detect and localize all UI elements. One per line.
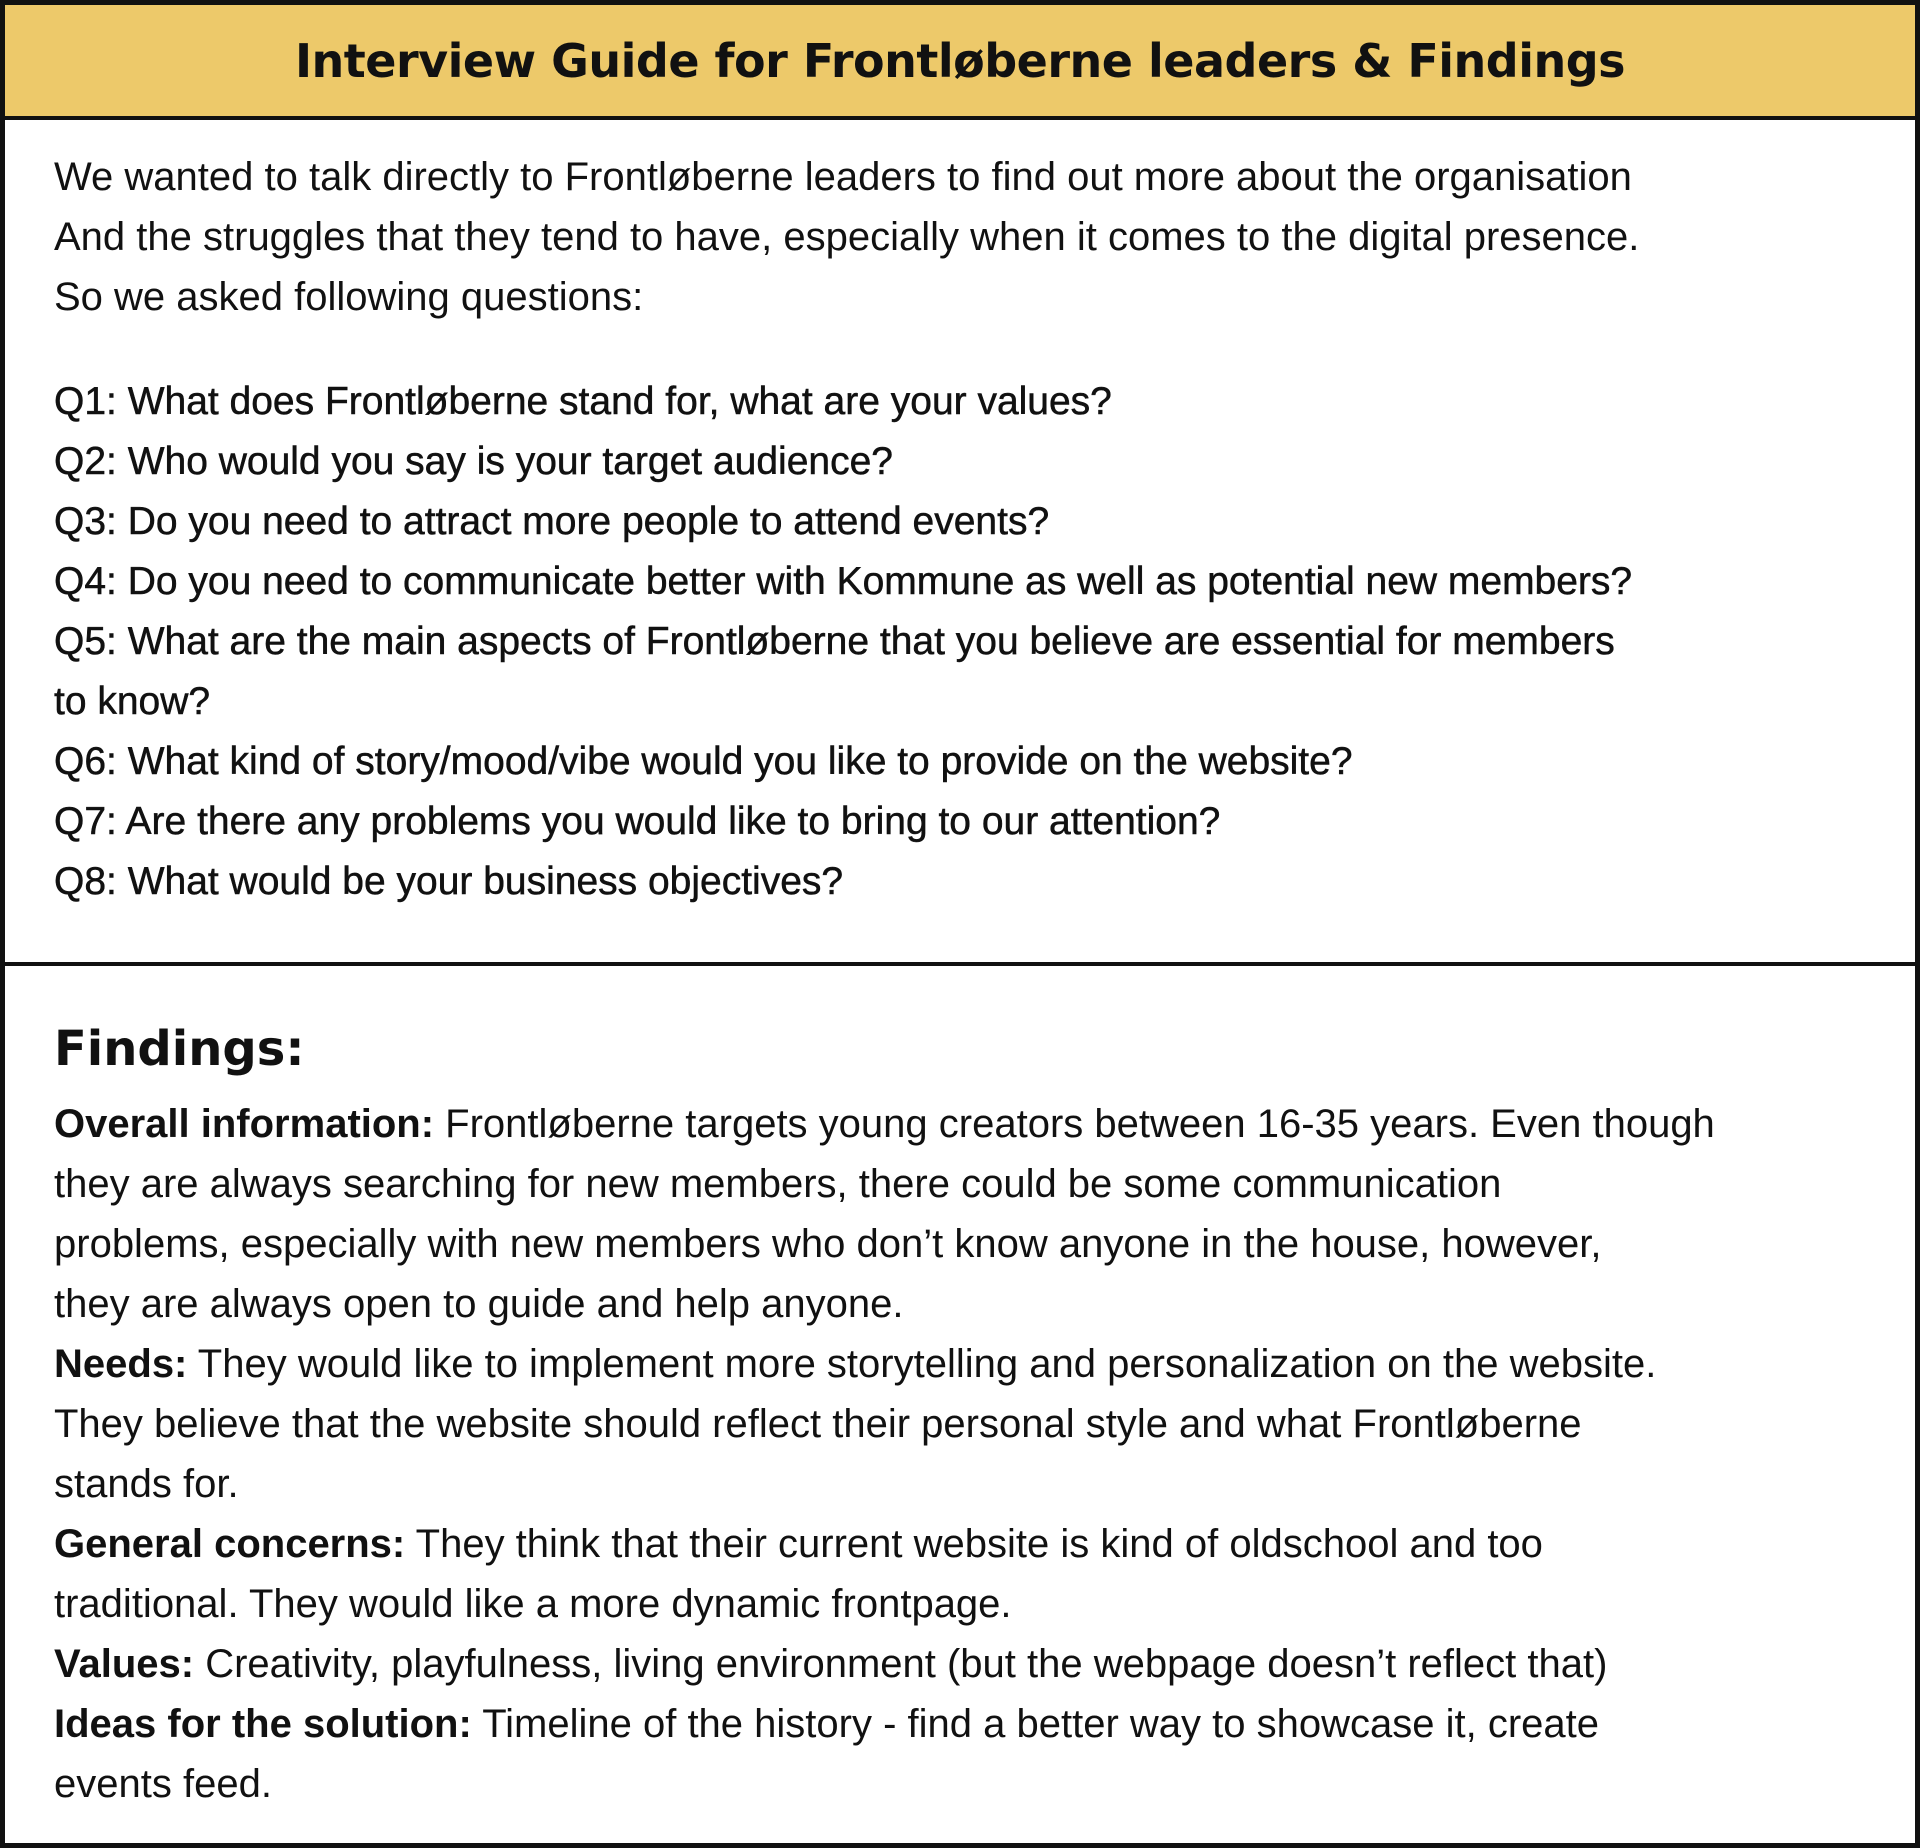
- finding-ideas: Ideas for the solution: Timeline of the …: [54, 1694, 1885, 1814]
- intro-text: We wanted to talk directly to Frontløber…: [54, 147, 1885, 327]
- finding-label: Ideas for the solution:: [54, 1702, 472, 1746]
- intro-line: So we asked following questions:: [54, 275, 644, 319]
- question-item: Q2: Who would you say is your target aud…: [54, 440, 893, 484]
- page-title: Interview Guide for Frontløberne leaders…: [294, 33, 1626, 88]
- question-item: Q1: What does Frontløberne stand for, wh…: [54, 380, 1112, 424]
- interview-guide-section: We wanted to talk directly to Frontløber…: [5, 120, 1915, 966]
- question-item: Q4: Do you need to communicate better wi…: [54, 560, 1633, 604]
- question-item: Q7: Are there any problems you would lik…: [54, 800, 1221, 844]
- question-list: Q1: What does Frontløberne stand for, wh…: [54, 372, 1885, 912]
- finding-text: They think that their current website is…: [405, 1522, 1543, 1566]
- finding-overall: Overall information: Frontløberne target…: [54, 1094, 1885, 1334]
- findings-section: Findings: Overall information: Frontløbe…: [5, 966, 1915, 1814]
- intro-line: We wanted to talk directly to Frontløber…: [54, 155, 1632, 199]
- finding-text: problems, especially with new members wh…: [54, 1222, 1602, 1266]
- finding-needs: Needs: They would like to implement more…: [54, 1334, 1885, 1514]
- question-item: Q6: What kind of story/mood/vibe would y…: [54, 740, 1353, 784]
- finding-text: they are always open to guide and help a…: [54, 1282, 904, 1326]
- question-item: Q8: What would be your business objectiv…: [54, 860, 844, 904]
- finding-label: Values:: [54, 1642, 195, 1686]
- question-item: Q3: Do you need to attract more people t…: [54, 500, 1050, 544]
- finding-label: General concerns:: [54, 1522, 406, 1566]
- finding-text: stands for.: [54, 1462, 239, 1506]
- finding-text: Creativity, playfulness, living environm…: [194, 1642, 1608, 1686]
- finding-label: Needs:: [54, 1342, 188, 1386]
- intro-line: And the struggles that they tend to have…: [54, 215, 1640, 259]
- finding-values: Values: Creativity, playfulness, living …: [54, 1634, 1885, 1694]
- finding-concerns: General concerns: They think that their …: [54, 1514, 1885, 1634]
- finding-text: Frontløberne targets young creators betw…: [434, 1102, 1715, 1146]
- finding-text: they are always searching for new member…: [54, 1162, 1502, 1206]
- finding-label: Overall information:: [54, 1102, 435, 1146]
- finding-text: events feed.: [54, 1762, 272, 1806]
- finding-text: Timeline of the history - find a better …: [471, 1702, 1599, 1746]
- finding-text: They would like to implement more storyt…: [187, 1342, 1657, 1386]
- question-item: to know?: [54, 680, 211, 724]
- question-item: Q5: What are the main aspects of Frontlø…: [54, 620, 1615, 664]
- finding-text: They believe that the website should ref…: [54, 1402, 1582, 1446]
- findings-heading: Findings:: [54, 1021, 305, 1077]
- finding-text: traditional. They would like a more dyna…: [54, 1582, 1012, 1626]
- title-banner: Interview Guide for Frontløberne leaders…: [5, 5, 1915, 120]
